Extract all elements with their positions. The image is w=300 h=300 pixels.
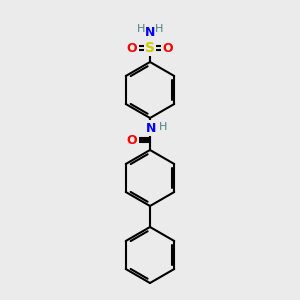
Text: N: N (146, 122, 156, 134)
Text: H: H (137, 24, 145, 34)
Text: O: O (127, 41, 137, 55)
Text: O: O (127, 134, 137, 146)
Text: S: S (145, 41, 155, 55)
Text: H: H (159, 122, 167, 132)
Text: N: N (145, 26, 155, 40)
Text: O: O (163, 41, 173, 55)
Text: H: H (155, 24, 163, 34)
